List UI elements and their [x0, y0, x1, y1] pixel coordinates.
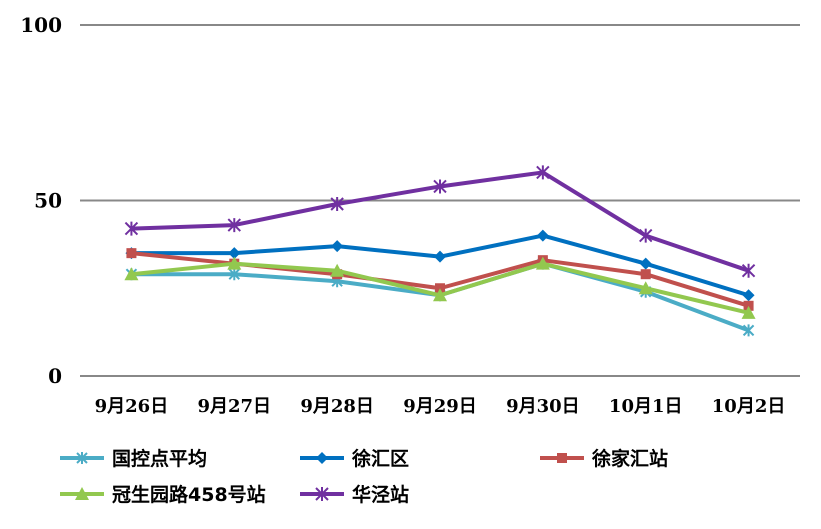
data-point — [124, 221, 139, 236]
data-point — [741, 263, 756, 278]
data-point — [76, 452, 88, 464]
legend-label: 国控点平均 — [112, 447, 207, 470]
x-tick-label: 10月1日 — [609, 396, 683, 417]
legend-item: 国控点平均 — [60, 447, 207, 470]
data-point — [227, 218, 241, 233]
data-point — [330, 197, 344, 212]
data-point — [124, 267, 139, 281]
data-point — [126, 248, 137, 259]
y-tick-label: 100 — [20, 13, 62, 37]
data-point — [228, 247, 241, 260]
data-point — [435, 283, 445, 294]
series-3 — [124, 256, 756, 319]
x-tick-label: 9月27日 — [197, 396, 271, 417]
data-point — [330, 263, 345, 277]
data-point — [316, 452, 328, 464]
series-4 — [124, 165, 756, 278]
data-point — [741, 305, 756, 319]
legend-item: 华泾站 — [300, 483, 409, 506]
data-point — [742, 324, 755, 337]
data-point — [743, 300, 754, 311]
data-point — [433, 179, 447, 194]
data-point — [433, 288, 447, 302]
data-point — [536, 229, 549, 242]
data-point — [434, 250, 446, 263]
x-tick-label: 9月26日 — [95, 396, 169, 417]
data-point — [640, 269, 651, 280]
data-point — [228, 268, 240, 281]
data-point — [639, 257, 652, 270]
y-tick-label: 50 — [34, 189, 62, 213]
legend-label: 冠生园路458号站 — [112, 483, 266, 506]
data-point — [535, 256, 550, 270]
data-point — [75, 487, 89, 500]
x-tick-label: 9月29日 — [403, 396, 477, 417]
data-point — [557, 453, 567, 463]
legend-item: 徐汇区 — [300, 447, 409, 470]
data-point — [536, 165, 550, 180]
legend-item: 徐家汇站 — [540, 447, 668, 470]
data-point — [638, 281, 653, 295]
legend-label: 徐家汇站 — [591, 447, 668, 470]
data-point — [315, 487, 329, 501]
x-tick-label: 9月30日 — [506, 396, 580, 417]
y-tick-label: 0 — [48, 364, 62, 388]
data-point — [331, 240, 344, 253]
legend-label: 徐汇区 — [351, 447, 409, 470]
legend-label: 华泾站 — [352, 483, 409, 506]
x-tick-label: 10月2日 — [712, 396, 786, 417]
data-point — [639, 228, 653, 243]
legend-item: 冠生园路458号站 — [60, 483, 266, 506]
data-point — [742, 289, 755, 302]
data-point — [227, 256, 242, 270]
x-tick-label: 9月28日 — [300, 396, 374, 417]
